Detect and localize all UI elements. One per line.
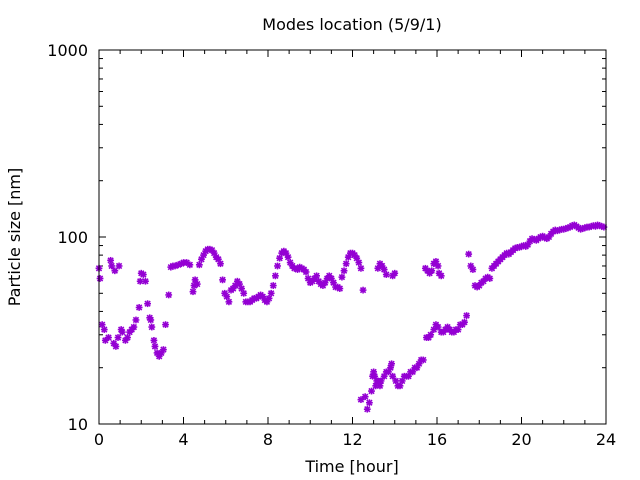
data-point <box>165 291 173 299</box>
data-point <box>130 323 138 331</box>
data-point <box>336 285 344 292</box>
data-point <box>225 298 233 306</box>
x-tick-label: 8 <box>263 430 273 449</box>
data-point <box>148 323 156 331</box>
data-point <box>342 260 350 268</box>
x-tick-label: 24 <box>596 430 616 449</box>
data-point <box>217 260 224 268</box>
data-point <box>302 268 310 276</box>
data-point <box>105 334 112 341</box>
data-point <box>189 288 197 296</box>
data-point <box>151 342 159 350</box>
data-point <box>114 334 122 341</box>
data-point <box>150 336 158 344</box>
data-point <box>486 275 494 282</box>
data-point <box>461 318 468 326</box>
data-point <box>186 261 194 269</box>
data-point <box>434 323 442 331</box>
x-tick-label: 20 <box>511 430 531 449</box>
data-point <box>357 264 365 272</box>
data-point <box>284 253 292 261</box>
data-point <box>108 262 116 270</box>
y-axis-title: Particle size [nm] <box>5 168 24 307</box>
data-point <box>118 328 126 336</box>
data-point <box>223 293 231 301</box>
data-point <box>107 256 115 264</box>
data-point <box>160 346 167 353</box>
data-point <box>391 269 399 277</box>
data-point <box>313 272 320 280</box>
data-point <box>465 250 473 258</box>
data-point <box>195 261 203 269</box>
data-point <box>359 286 367 294</box>
data-point <box>376 382 384 390</box>
plot-frame <box>98 49 607 425</box>
x-tick-label: 4 <box>178 430 188 449</box>
data-point <box>115 262 123 270</box>
data-point <box>357 396 365 404</box>
data-point <box>437 272 445 280</box>
data-point <box>389 372 397 380</box>
data-point <box>463 312 470 319</box>
data-point <box>427 331 435 339</box>
data-point <box>377 377 385 385</box>
data-point <box>111 267 119 275</box>
data-point <box>434 262 442 270</box>
data-point <box>96 275 104 282</box>
data-point <box>139 271 147 278</box>
data-point <box>162 321 169 329</box>
data-point <box>142 277 149 285</box>
data-point <box>469 266 477 273</box>
data-point <box>269 282 277 289</box>
data-point <box>274 262 281 270</box>
data-point <box>419 356 427 364</box>
data-point <box>428 267 436 275</box>
data-point <box>193 280 201 288</box>
data-point <box>363 405 371 413</box>
data-point <box>219 276 226 284</box>
data-point <box>271 272 279 280</box>
data-point <box>267 289 275 297</box>
data-point <box>144 300 151 308</box>
y-tick-label: 100 <box>57 228 88 247</box>
data-point <box>361 393 369 401</box>
data-point <box>340 267 348 275</box>
chart-title: Modes location (5/9/1) <box>262 15 441 34</box>
data-points <box>95 221 608 413</box>
x-tick-label: 0 <box>94 430 104 449</box>
data-point <box>338 273 346 281</box>
data-point <box>100 326 108 333</box>
x-tick-label: 16 <box>427 430 447 449</box>
data-point <box>368 387 375 395</box>
data-point <box>124 334 131 341</box>
data-point <box>135 304 143 311</box>
data-point <box>240 289 248 297</box>
data-point <box>101 336 109 344</box>
axis-tick-labels: 0 4 8 12 16 20 24 10 100 1000 <box>47 41 616 449</box>
data-point <box>388 360 395 368</box>
data-point <box>382 271 390 278</box>
data-point <box>132 316 140 324</box>
data-point <box>366 399 373 407</box>
x-axis-title: Time [hour] <box>304 457 398 476</box>
x-tick-label: 12 <box>342 430 362 449</box>
y-tick-label: 1000 <box>47 41 88 60</box>
data-point <box>112 342 120 350</box>
data-point <box>524 241 532 249</box>
data-point <box>355 259 363 266</box>
y-tick-label: 10 <box>68 415 88 434</box>
data-point <box>147 316 155 324</box>
